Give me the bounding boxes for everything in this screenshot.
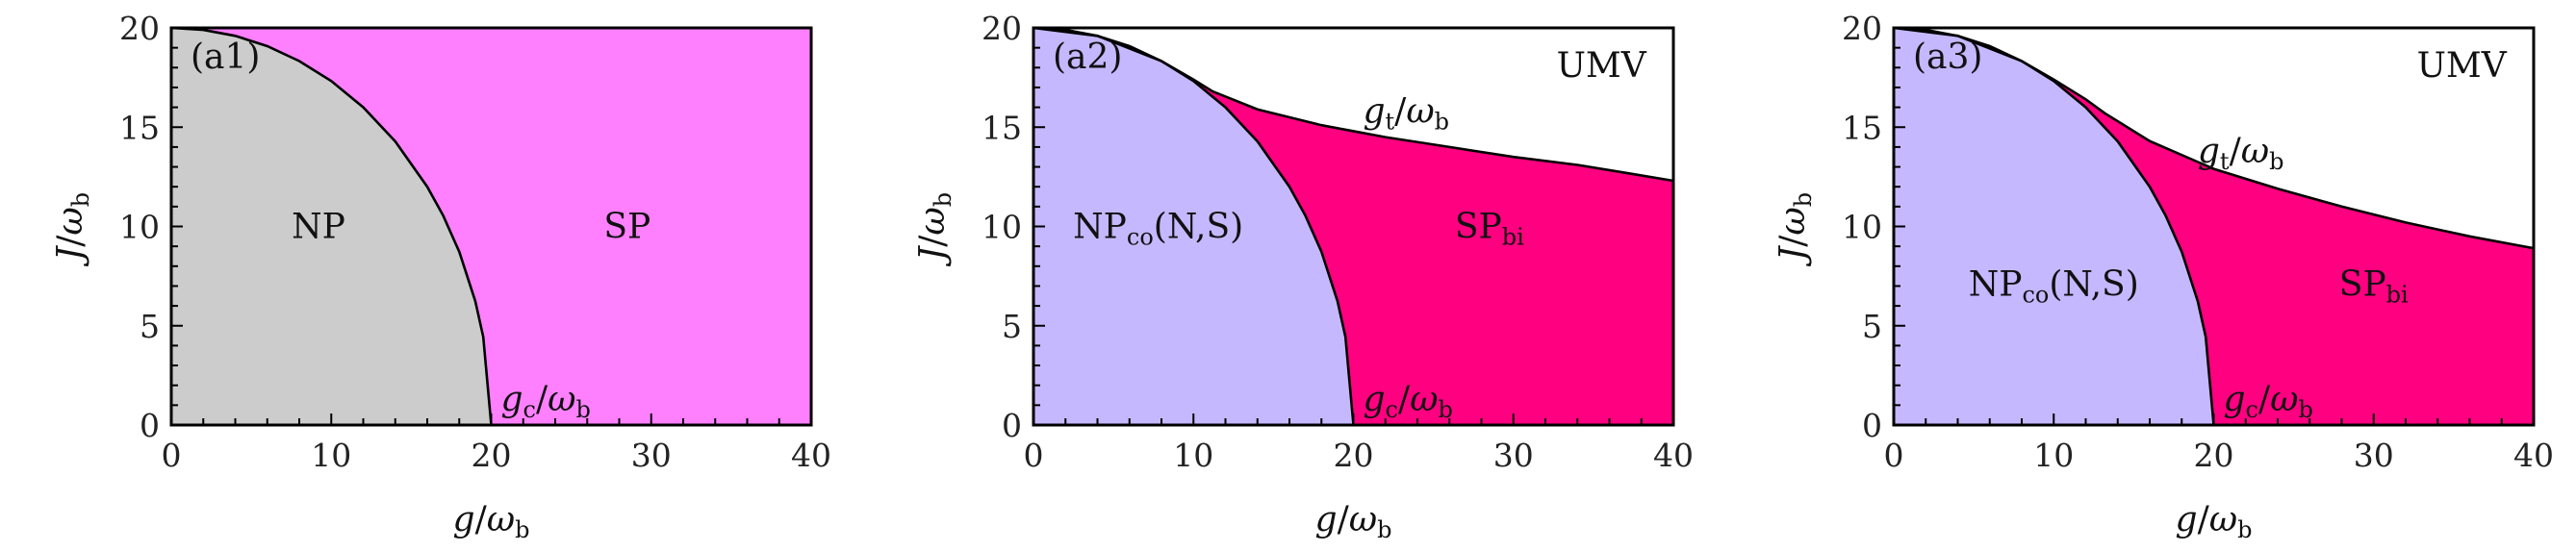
- panel-3: 0 10 20 30 40 0 5 10 15 20 g/ωb J/ωb (a3) NPco(N,S) SP…: [1773, 10, 2554, 543]
- region-label-np: NPco(N,S): [1073, 208, 1243, 251]
- region-np: [171, 28, 492, 425]
- region-np: [1033, 28, 1354, 425]
- y-tick-label: 5: [1002, 308, 1022, 345]
- boundary-gt-line: [1033, 26, 1674, 183]
- annotation-umv: UMV: [2417, 46, 2508, 86]
- x-tick-label: 40: [1653, 437, 1694, 474]
- x-axis-label: g/ωb: [2176, 500, 2253, 543]
- x-tick-label: 20: [472, 437, 512, 474]
- x-axis-label: g/ωb: [453, 500, 530, 543]
- y-tick-label: 15: [1842, 109, 1882, 146]
- ticks: 0 10 20 30 40 0 5 10 15 20: [119, 10, 831, 474]
- y-tick-label: 10: [119, 209, 160, 246]
- y-tick-label: 10: [1842, 209, 1882, 246]
- x-tick-label: 0: [1884, 437, 1904, 474]
- y-tick-label: 20: [982, 10, 1022, 47]
- boundary-label-gc: gc/ωb: [500, 380, 590, 423]
- region-label-sp: SP: [603, 208, 650, 247]
- y-tick-label: 0: [1002, 407, 1022, 444]
- y-tick-label: 5: [140, 308, 160, 345]
- boundary-label-gc: gc/ωb: [1363, 380, 1452, 423]
- panel-tag: (a2): [1053, 38, 1122, 77]
- y-tick-label: 20: [119, 10, 160, 47]
- y-tick-label: 15: [982, 109, 1022, 146]
- x-tick-label: 40: [791, 437, 831, 474]
- boundary-label-gc: gc/ωb: [2223, 380, 2312, 423]
- x-tick-label: 0: [162, 437, 182, 474]
- y-tick-label: 5: [1862, 308, 1882, 345]
- y-tick-label: 20: [1842, 10, 1882, 47]
- y-axis-label: J/ωb: [1773, 192, 1817, 267]
- y-axis-label: J/ωb: [913, 192, 956, 267]
- x-tick-label: 20: [2194, 437, 2234, 474]
- x-tick-label: 10: [1173, 437, 1213, 474]
- region-label-sp: SPbi: [1455, 208, 1524, 251]
- panel-2: 0 10 20 30 40 0 5 10 15 20 g/ωb J/ωb (a2) NPco(N,S) SP…: [913, 10, 1694, 543]
- region-np: [1894, 28, 2214, 425]
- region-label-np: NPco(N,S): [1969, 264, 2139, 308]
- y-tick-label: 15: [119, 109, 160, 146]
- x-tick-label: 30: [631, 437, 672, 474]
- ticks: 0 10 20 30 40 0 5 10 15 20: [1842, 10, 2554, 474]
- region-label-sp: SPbi: [2339, 264, 2409, 308]
- y-tick-label: 0: [140, 407, 160, 444]
- x-tick-label: 30: [2354, 437, 2394, 474]
- boundary-gt-line: [1893, 26, 2535, 250]
- y-axis-label: J/ωb: [51, 192, 94, 267]
- x-axis-label: g/ωb: [1315, 500, 1392, 543]
- panel-tag: (a3): [1913, 38, 1982, 77]
- annotation-umv: UMV: [1557, 46, 1647, 86]
- boundary-gc-line: [170, 26, 493, 426]
- y-tick-label: 10: [982, 209, 1022, 246]
- panel-1: 0 10 20 30 40 0 5 10 15 20 g/ωb J/ωb (a1) NP SP gc/ωb: [51, 10, 831, 543]
- region-label-np: NP: [292, 208, 345, 247]
- boundary-label-gt: gt/ωb: [1363, 92, 1449, 136]
- y-tick-label: 0: [1862, 407, 1882, 444]
- x-tick-label: 0: [1024, 437, 1044, 474]
- boundary-label-gt: gt/ωb: [2198, 132, 2284, 175]
- x-tick-label: 10: [2033, 437, 2074, 474]
- x-tick-label: 20: [1334, 437, 1374, 474]
- x-tick-label: 10: [311, 437, 351, 474]
- panel-tag: (a1): [191, 38, 260, 77]
- x-tick-label: 30: [1493, 437, 1534, 474]
- ticks: 0 10 20 30 40 0 5 10 15 20: [982, 10, 1694, 474]
- x-tick-label: 40: [2513, 437, 2554, 474]
